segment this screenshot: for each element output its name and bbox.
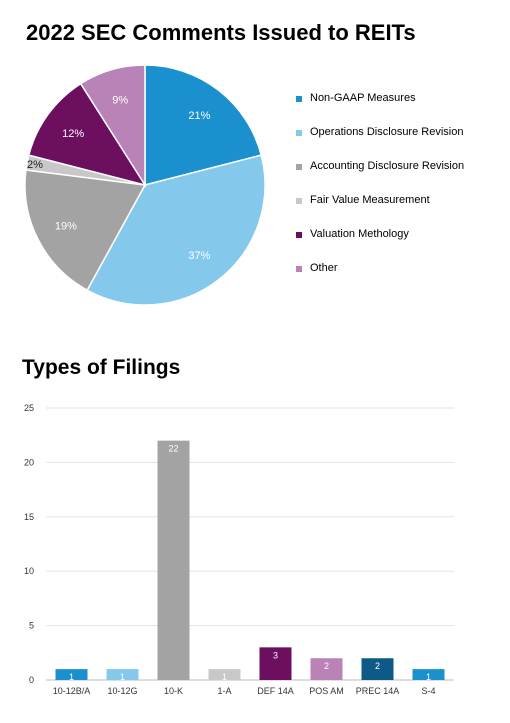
legend-label: Other [310, 262, 338, 274]
legend-swatch [296, 164, 302, 170]
legend-swatch [296, 96, 302, 102]
bar-value-label: 1 [426, 672, 431, 682]
pie-slice-2 [24, 169, 147, 292]
pie-slice-label: 37% [188, 250, 210, 262]
legend-item: Operations Disclosure Revision [296, 126, 464, 160]
legend-label: Non-GAAP Measures [310, 92, 416, 104]
bar [310, 658, 343, 680]
y-tick-label: 10 [24, 566, 34, 576]
legend-label: Valuation Methology [310, 228, 409, 240]
bar [361, 658, 394, 680]
pie-chart: 21% 37% 19% 2% 12% 9% [24, 64, 266, 306]
bar-value-label: 1 [120, 672, 125, 682]
x-tick-label: 10-12B/A [53, 686, 91, 696]
bar [106, 669, 139, 680]
pie-slice-1 [86, 154, 266, 306]
y-tick-label: 5 [29, 621, 34, 631]
x-tick-label: DEF 14A [257, 686, 294, 696]
pie-slice-label: 21% [188, 110, 210, 122]
legend-item: Valuation Methology [296, 228, 464, 262]
x-tick-label: 10-12G [107, 686, 137, 696]
y-tick-label: 20 [24, 457, 34, 467]
bar-value-label: 1 [222, 672, 227, 682]
pie-slice-label: 12% [62, 128, 84, 140]
legend-label: Accounting Disclosure Revision [310, 160, 465, 172]
pie-slice-label: 2% [27, 159, 43, 171]
bar-chart: 0510152025110-12B/A110-12G2210-K11-A3DEF… [24, 403, 454, 696]
bar [55, 669, 88, 680]
legend-swatch [296, 198, 302, 204]
x-tick-label: 1-A [217, 686, 231, 696]
pie-slice-label: 19% [55, 220, 77, 232]
legend-item: Fair Value Measurement [296, 194, 464, 228]
y-tick-label: 25 [24, 403, 34, 413]
pie-slice-4 [27, 82, 147, 187]
legend-swatch [296, 266, 302, 272]
bar-chart-title: Types of Filings [22, 356, 181, 379]
bar [157, 440, 190, 680]
pie-slice-0 [144, 64, 263, 186]
pie-legend: Non-GAAP Measures Operations Disclosure R… [296, 92, 464, 296]
x-tick-label: S-4 [421, 686, 435, 696]
bar-value-label: 2 [324, 661, 329, 671]
pie-slice-5 [79, 64, 146, 188]
legend-swatch [296, 130, 302, 136]
legend-item: Other [296, 262, 464, 296]
legend-swatch [296, 232, 302, 238]
x-tick-label: 10-K [164, 686, 183, 696]
bar [208, 669, 241, 680]
pie-slice-label: 9% [112, 95, 128, 107]
bar-value-label: 22 [168, 444, 178, 454]
bar-value-label: 3 [273, 650, 278, 660]
bar-value-label: 1 [69, 672, 74, 682]
bar [259, 647, 292, 680]
legend-label: Fair Value Measurement [310, 194, 430, 206]
x-tick-label: POS AM [309, 686, 344, 696]
bar [412, 669, 445, 680]
x-tick-label: PREC 14A [356, 686, 400, 696]
bar-value-label: 2 [375, 661, 380, 671]
y-tick-label: 0 [29, 675, 34, 685]
pie-chart-title: 2022 SEC Comments Issued to REITs [26, 20, 416, 45]
legend-label: Operations Disclosure Revision [310, 126, 464, 138]
y-tick-label: 15 [24, 512, 34, 522]
legend-item: Accounting Disclosure Revision [296, 160, 464, 194]
legend-item: Non-GAAP Measures [296, 92, 464, 126]
